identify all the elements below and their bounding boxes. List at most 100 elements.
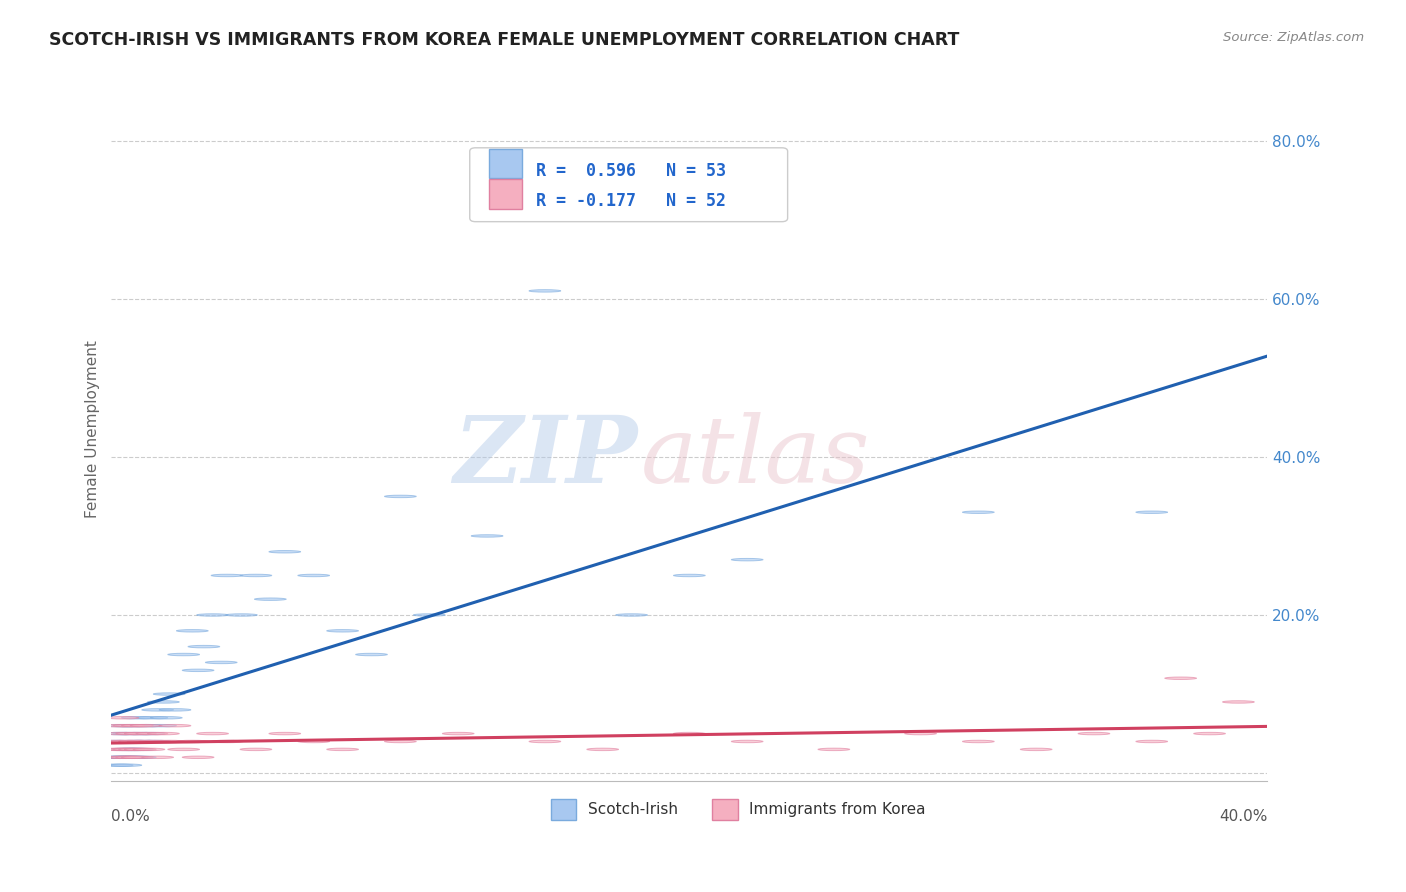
Ellipse shape — [134, 748, 165, 750]
Ellipse shape — [616, 614, 648, 616]
Ellipse shape — [145, 724, 176, 727]
Ellipse shape — [326, 630, 359, 632]
Ellipse shape — [112, 756, 145, 758]
Text: R =  0.596   N = 53: R = 0.596 N = 53 — [536, 161, 725, 180]
Ellipse shape — [298, 574, 329, 577]
Ellipse shape — [115, 748, 148, 750]
Ellipse shape — [124, 732, 156, 735]
Y-axis label: Female Unemployment: Female Unemployment — [86, 340, 100, 518]
Ellipse shape — [586, 748, 619, 750]
Ellipse shape — [118, 740, 150, 743]
Ellipse shape — [159, 708, 191, 711]
Ellipse shape — [153, 740, 186, 743]
Ellipse shape — [148, 701, 180, 703]
Ellipse shape — [963, 511, 994, 514]
Ellipse shape — [269, 550, 301, 553]
Ellipse shape — [110, 748, 142, 750]
Text: atlas: atlas — [641, 412, 870, 502]
Ellipse shape — [142, 756, 173, 758]
Ellipse shape — [104, 732, 136, 735]
Ellipse shape — [731, 558, 763, 561]
Ellipse shape — [211, 740, 243, 743]
Text: SCOTCH-IRISH VS IMMIGRANTS FROM KOREA FEMALE UNEMPLOYMENT CORRELATION CHART: SCOTCH-IRISH VS IMMIGRANTS FROM KOREA FE… — [49, 31, 959, 49]
Text: Scotch-Irish: Scotch-Irish — [588, 802, 678, 817]
FancyBboxPatch shape — [489, 148, 522, 178]
Ellipse shape — [904, 732, 936, 735]
Text: R = -0.177   N = 52: R = -0.177 N = 52 — [536, 192, 725, 211]
Ellipse shape — [326, 748, 359, 750]
Ellipse shape — [197, 732, 228, 735]
Ellipse shape — [118, 748, 150, 750]
FancyBboxPatch shape — [470, 148, 787, 222]
Ellipse shape — [205, 661, 238, 664]
Ellipse shape — [118, 756, 150, 758]
Ellipse shape — [139, 740, 170, 743]
Ellipse shape — [269, 732, 301, 735]
Ellipse shape — [134, 732, 165, 735]
FancyBboxPatch shape — [713, 798, 738, 820]
Ellipse shape — [384, 495, 416, 498]
Ellipse shape — [121, 716, 153, 719]
Text: 0.0%: 0.0% — [111, 809, 150, 824]
Ellipse shape — [128, 740, 159, 743]
Ellipse shape — [225, 614, 257, 616]
Ellipse shape — [110, 740, 142, 743]
Ellipse shape — [176, 630, 208, 632]
Ellipse shape — [1021, 748, 1052, 750]
Ellipse shape — [1136, 511, 1167, 514]
Ellipse shape — [211, 574, 243, 577]
Ellipse shape — [1194, 732, 1226, 735]
Ellipse shape — [197, 614, 228, 616]
Ellipse shape — [731, 740, 763, 743]
Ellipse shape — [98, 756, 131, 758]
Ellipse shape — [107, 724, 139, 727]
Ellipse shape — [413, 614, 446, 616]
Ellipse shape — [167, 653, 200, 656]
Ellipse shape — [104, 756, 136, 758]
Ellipse shape — [471, 534, 503, 537]
Ellipse shape — [159, 724, 191, 727]
Ellipse shape — [115, 756, 148, 758]
Ellipse shape — [443, 732, 474, 735]
Ellipse shape — [142, 708, 173, 711]
Ellipse shape — [101, 740, 134, 743]
Ellipse shape — [136, 716, 167, 719]
Ellipse shape — [1223, 701, 1254, 703]
Ellipse shape — [98, 740, 131, 743]
Ellipse shape — [183, 756, 214, 758]
Ellipse shape — [107, 748, 139, 750]
Ellipse shape — [110, 756, 142, 758]
Ellipse shape — [124, 756, 156, 758]
Ellipse shape — [298, 740, 329, 743]
Ellipse shape — [148, 732, 180, 735]
Ellipse shape — [153, 693, 186, 695]
Ellipse shape — [1164, 677, 1197, 680]
Text: ZIP: ZIP — [453, 412, 637, 502]
Ellipse shape — [167, 748, 200, 750]
Ellipse shape — [529, 740, 561, 743]
Text: 40.0%: 40.0% — [1219, 809, 1267, 824]
Ellipse shape — [183, 669, 214, 672]
Ellipse shape — [254, 598, 287, 600]
Text: Immigrants from Korea: Immigrants from Korea — [749, 802, 927, 817]
Ellipse shape — [124, 748, 156, 750]
Ellipse shape — [121, 748, 153, 750]
Ellipse shape — [818, 748, 849, 750]
Ellipse shape — [101, 724, 134, 727]
Ellipse shape — [121, 724, 153, 727]
Ellipse shape — [131, 724, 162, 727]
Ellipse shape — [118, 740, 150, 743]
Ellipse shape — [1136, 740, 1167, 743]
Ellipse shape — [139, 740, 170, 743]
Ellipse shape — [963, 740, 994, 743]
Ellipse shape — [115, 732, 148, 735]
Ellipse shape — [112, 748, 145, 750]
Ellipse shape — [107, 756, 139, 758]
Ellipse shape — [384, 740, 416, 743]
FancyBboxPatch shape — [551, 798, 576, 820]
Ellipse shape — [356, 653, 388, 656]
Ellipse shape — [673, 732, 706, 735]
Ellipse shape — [176, 740, 208, 743]
Ellipse shape — [131, 724, 162, 727]
Ellipse shape — [188, 646, 219, 648]
